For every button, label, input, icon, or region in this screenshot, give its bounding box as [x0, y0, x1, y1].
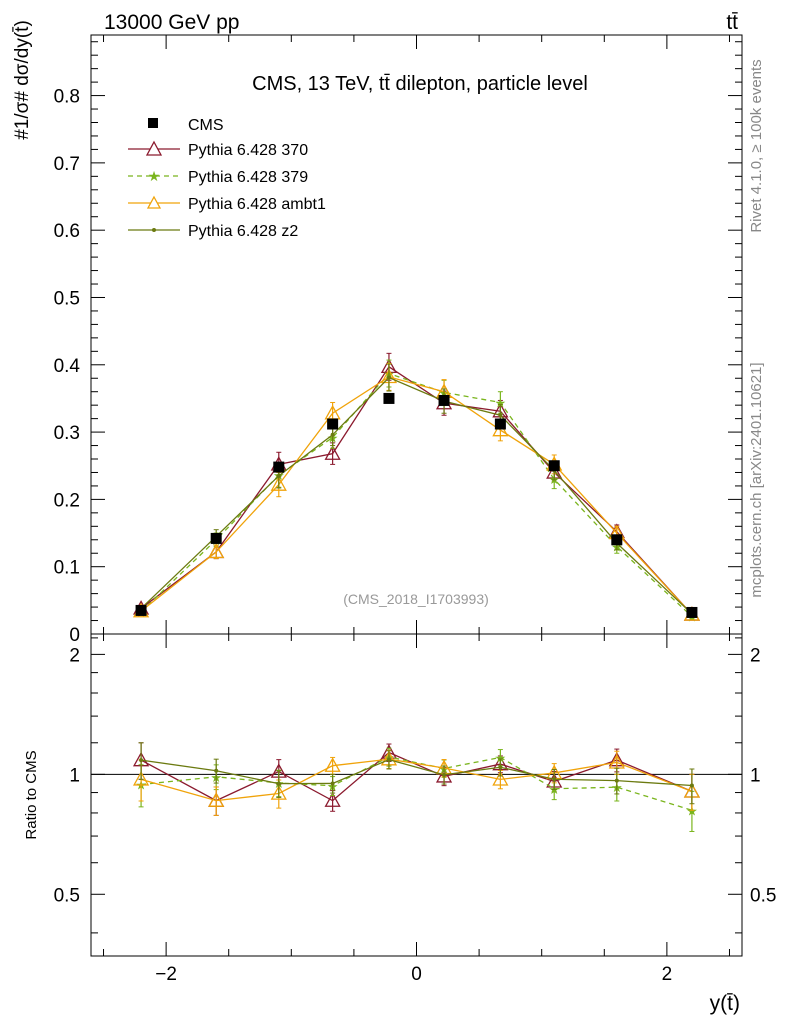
ratio-tick-label-right-0: 0.5: [750, 885, 776, 906]
legend-label-z2: Pythia 6.428 z2: [188, 223, 298, 240]
ratio-3-point-5: [442, 772, 447, 777]
y-tick-label-1: 0.1: [54, 558, 80, 579]
x-tick-label-0: −2: [155, 964, 177, 985]
axis-tick-labels: −2 0 200.10.20.30.40.50.60.70.80.5 0.51 12 2: [54, 87, 777, 985]
ratio-2-point-6: [492, 771, 509, 786]
legend-marker-ambt1: [146, 195, 162, 209]
ratio-3-point-2: [276, 781, 281, 786]
ratio-series-layer: ★★★★★★★★★★: [91, 742, 742, 832]
plot-title: CMS, 13 TeV, tt̄ dilepton, particle leve…: [252, 73, 588, 95]
legend-entry-ambt1: Pythia 6.428 ambt1: [128, 195, 326, 213]
ratio-3-point-0: [139, 758, 144, 763]
legend-entry-370: Pythia 6.428 370: [128, 140, 308, 159]
rivet-version-label: Rivet 4.1.0, ≥ 100k events: [748, 59, 765, 232]
header-left-label: 13000 GeV pp: [104, 11, 239, 34]
ratio-line-2: [140, 758, 693, 802]
series-3-point-6: [498, 413, 503, 418]
cms-data-point-5: [438, 394, 450, 406]
ratio-y-axis-label: Ratio to CMS: [23, 750, 40, 839]
axis-ticks: [91, 35, 742, 956]
legend-marker-cms: [148, 118, 158, 128]
ratio-tick-label-left-1: 1: [69, 765, 80, 786]
ratio-3-point-7: [552, 777, 557, 782]
ratio-tick-label-right-1: 1: [750, 765, 761, 786]
mcplots-label: mcplots.cern.ch [arXiv:2401.10621]: [748, 362, 765, 597]
y-axis-label: #1/σ# dσ/dy(t̄): [12, 20, 33, 140]
series-1-point-6: ★: [495, 395, 507, 410]
y-tick-label-6: 0.6: [54, 221, 80, 242]
ratio-2-point-0: [132, 771, 150, 786]
series-line-0: [140, 365, 693, 615]
series-2-point-2: [270, 476, 287, 491]
legend-label-ambt1: Pythia 6.428 ambt1: [188, 196, 326, 213]
cms-data-point-8: [611, 534, 623, 546]
ratio-line-3: [140, 758, 692, 787]
ratio-3-point-9: [689, 783, 694, 788]
cms-data-point-7: [548, 460, 560, 472]
x-tick-label-1: 0: [411, 964, 422, 985]
cms-data-point-3: [327, 418, 339, 430]
x-axis-label: y(t̄): [710, 992, 740, 1015]
ratio-line-0: [140, 751, 693, 802]
ratio-3-point-1: [214, 768, 219, 773]
y-tick-label-0: 0: [69, 625, 80, 646]
series-line-1: [140, 372, 693, 617]
ratio-3-point-6: [498, 765, 503, 770]
y-tick-label-5: 0.5: [54, 288, 80, 309]
ratio-3-point-3: [330, 781, 335, 786]
legend-entry-z2: Pythia 6.428 z2: [128, 223, 298, 240]
cms-data-point-6: [494, 418, 506, 430]
series-line-2: [140, 376, 693, 615]
ratio-2-point-1: [208, 792, 225, 807]
header-right-label: tt̄: [726, 11, 738, 34]
cms-data-point-0: [135, 604, 147, 616]
ratio-tick-label-right-2: 2: [750, 645, 761, 666]
legend-label-cms: CMS: [188, 117, 224, 134]
series-2-point-1: [208, 543, 225, 559]
series-layer: ★★★★★★★★★★: [132, 352, 701, 625]
cms-data-point-4: [383, 392, 395, 404]
y-tick-label-4: 0.4: [54, 356, 81, 377]
ratio-3-point-4: [386, 757, 391, 762]
legend: CMS Pythia 6.428 370 ★ Pythia 6.428 379 …: [128, 117, 326, 240]
y-tick-label-7: 0.7: [54, 154, 80, 175]
legend-marker-370: [145, 140, 163, 156]
ratio-tick-label-left-2: 2: [69, 645, 80, 666]
series-3-point-3: [330, 432, 335, 437]
ratio-1-point-6: ★: [495, 750, 507, 765]
x-tick-label-2: 2: [662, 964, 673, 985]
series-3-point-4: [386, 375, 391, 380]
legend-label-379: Pythia 6.428 379: [188, 169, 308, 186]
cms-data-point-1: [210, 532, 222, 544]
series-line-3: [140, 376, 693, 615]
y-tick-label-3: 0.3: [54, 423, 80, 444]
analysis-watermark: (CMS_2018_I1703993): [343, 591, 489, 607]
ratio-3-point-8: [614, 778, 619, 783]
ratio-2-point-2: [270, 785, 287, 800]
series-0-point-3: [324, 445, 341, 460]
legend-marker-z2: [152, 228, 156, 232]
ratio-tick-label-left-0: 0.5: [54, 885, 80, 906]
cms-data-point-2: [273, 461, 285, 473]
y-tick-label-8: 0.8: [54, 87, 80, 108]
ratio-line-1: [141, 756, 693, 811]
ratio-2-point-3: [324, 757, 341, 772]
legend-label-370: Pythia 6.428 370: [188, 142, 308, 159]
y-tick-label-2: 0.2: [54, 490, 80, 511]
ratio-0-point-3: [324, 792, 341, 807]
series-3-point-2: [276, 473, 281, 478]
cms-data-point-9: [686, 606, 698, 618]
legend-entry-379: ★ Pythia 6.428 379: [128, 168, 308, 186]
legend-marker-379: ★: [148, 168, 161, 184]
series-2-point-3: [324, 404, 341, 420]
